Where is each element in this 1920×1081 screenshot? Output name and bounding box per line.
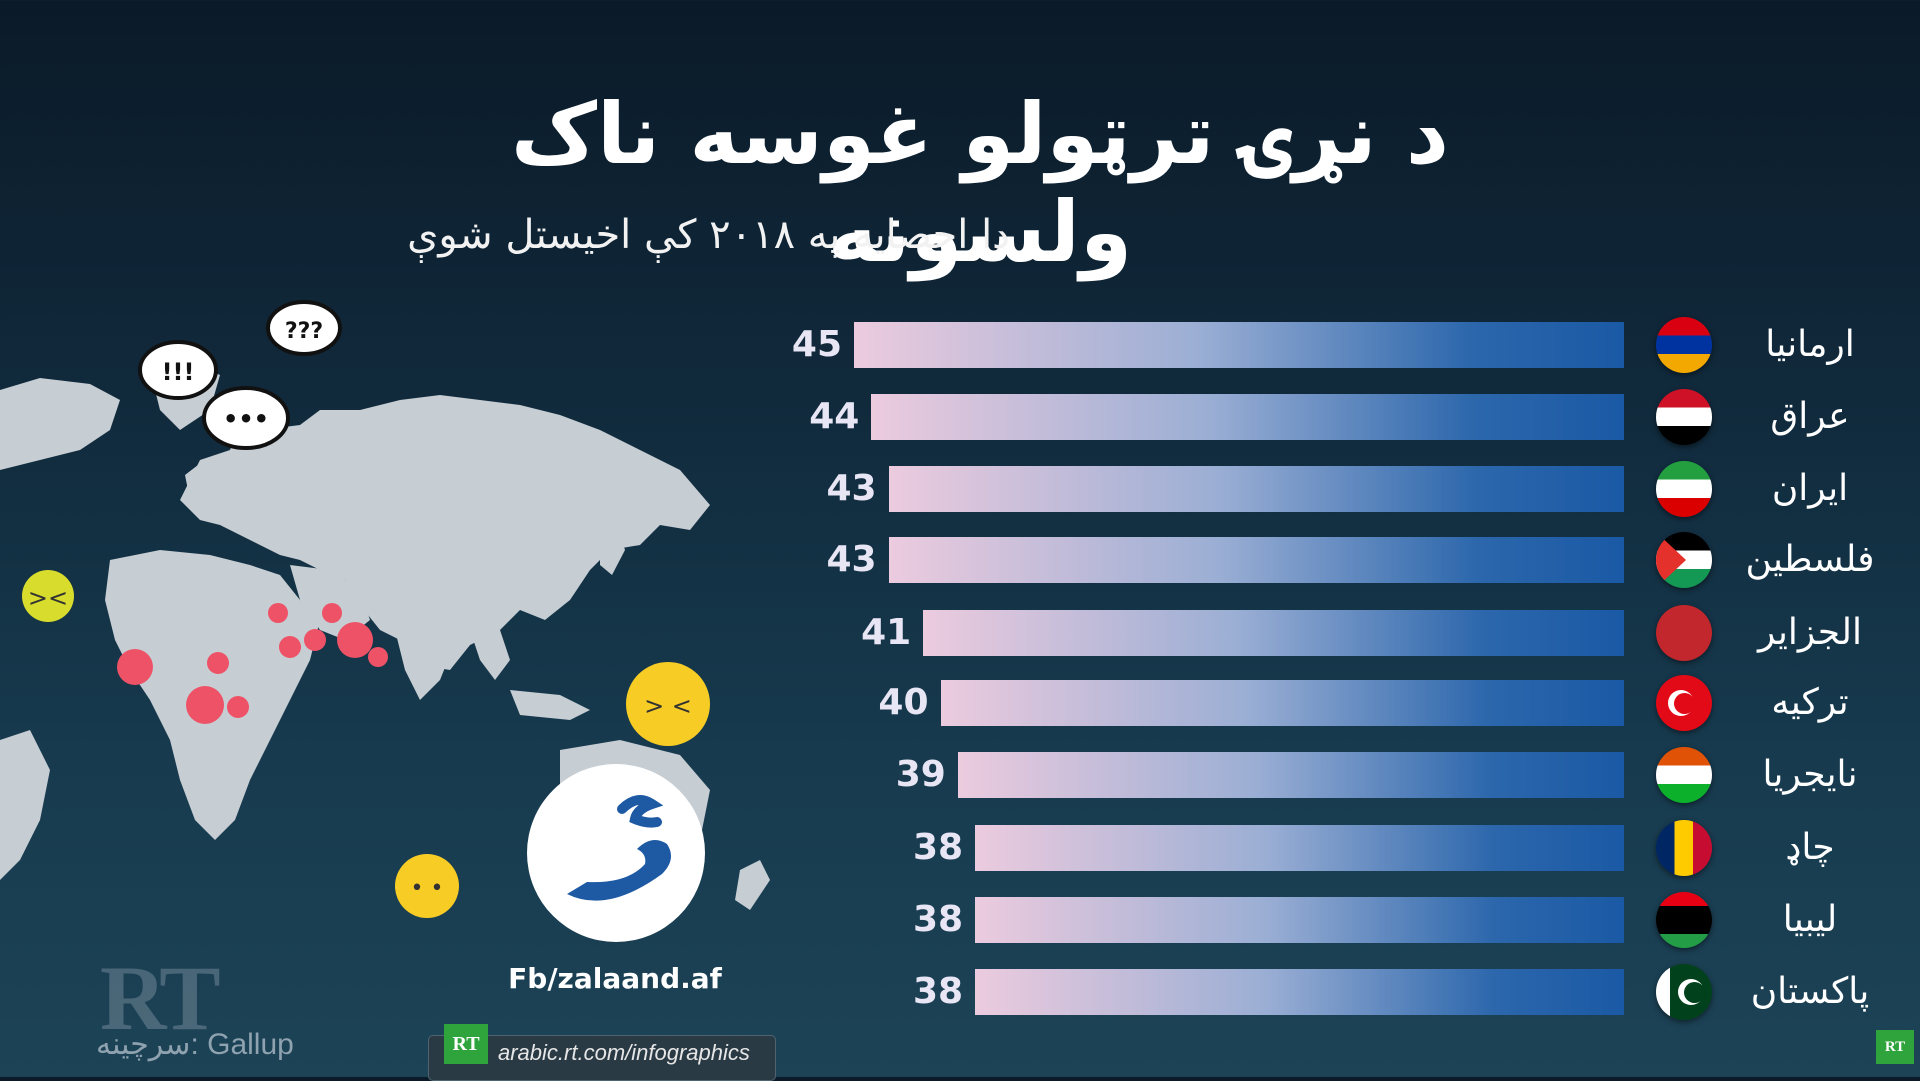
rt-badge-icon: RT xyxy=(444,1024,488,1064)
bar-value-label: 40 xyxy=(878,682,929,723)
bar-row: 39 نایجریا xyxy=(0,747,1920,803)
country-label: لیبیا xyxy=(1782,899,1838,940)
page-title: د نړۍ ترټولو غوسه ناک ولسونه xyxy=(511,85,1449,281)
bar-value-label: 43 xyxy=(826,468,877,509)
bar xyxy=(975,969,1624,1015)
country-label: ترکیه xyxy=(1771,682,1849,723)
bar xyxy=(975,897,1624,943)
country-label: الجزایر xyxy=(1758,612,1862,653)
country-label: پاکستان xyxy=(1750,971,1870,1012)
country-label: عراق xyxy=(1770,396,1850,437)
country-label: چاډ xyxy=(1785,827,1835,868)
infographics-url[interactable]: arabic.rt.com/infographics xyxy=(498,1040,750,1065)
country-label: نایجریا xyxy=(1762,754,1858,795)
flag-icon xyxy=(1656,964,1712,1020)
bar-row: 40 ترکیه xyxy=(0,675,1920,731)
bar-value-label: 45 xyxy=(791,324,842,365)
bar xyxy=(975,825,1624,871)
world-map: >< > < • • !!! ??? ••• xyxy=(0,300,770,918)
flag-icon xyxy=(1656,747,1712,803)
country-label: ایران xyxy=(1771,468,1849,509)
bar-row: 43 ایران xyxy=(0,461,1920,517)
bubble-exclaim: !!! xyxy=(162,358,195,386)
bar-row: 38 لیبیا xyxy=(0,892,1920,948)
flag-icon xyxy=(1656,675,1712,731)
facebook-handle[interactable]: Fb/zalaand.af xyxy=(508,962,722,995)
flag-icon xyxy=(1656,389,1712,445)
rt-watermark-logo: RT xyxy=(100,947,221,1049)
bar-row: 45 ارمانیا xyxy=(0,317,1920,373)
bar xyxy=(957,752,1624,798)
flag-icon xyxy=(1656,820,1712,876)
bar xyxy=(854,322,1624,368)
svg-text:> <: > < xyxy=(644,692,692,720)
svg-text:><: >< xyxy=(28,584,68,612)
bar-value-label: 38 xyxy=(912,971,964,1012)
bar-value-label: 44 xyxy=(809,396,860,437)
bar-value-label: 43 xyxy=(826,539,877,580)
bar-value-label: 41 xyxy=(861,612,912,653)
bar xyxy=(888,466,1624,512)
bar-value-label: 39 xyxy=(895,754,946,795)
bar-row: 41 الجزایر xyxy=(0,605,1920,661)
bar-row: 44 عراق xyxy=(0,389,1920,445)
source-label: سرچینه: Gallup xyxy=(96,1028,294,1061)
country-label: ارمانیا xyxy=(1765,324,1855,365)
bar-value-label: 38 xyxy=(912,899,964,940)
bubble-dots: ••• xyxy=(223,405,269,433)
page-subtitle: دا احصایه په ۲۰۱۸ کې اخیستل شوې xyxy=(407,212,1010,258)
flag-icon xyxy=(1656,892,1712,948)
bar xyxy=(888,537,1624,583)
bar xyxy=(923,610,1624,656)
bar-value-label: 38 xyxy=(912,827,964,868)
country-label: فلسطین xyxy=(1745,539,1875,580)
flag-icon xyxy=(1656,532,1712,588)
bar-row: 43 فلسطین xyxy=(0,532,1920,588)
zalaand-logo xyxy=(527,764,705,942)
bubble-question: ??? xyxy=(285,319,323,344)
svg-text:• •: • • xyxy=(411,876,444,901)
flag-icon xyxy=(1656,605,1712,661)
bar-row: 38 پاکستان xyxy=(0,964,1920,1020)
bar xyxy=(871,394,1624,440)
bar xyxy=(940,680,1624,726)
flag-icon xyxy=(1656,461,1712,517)
bar-row: 38 چاډ xyxy=(0,820,1920,876)
flag-icon xyxy=(1656,317,1712,373)
rt-corner-icon: RT xyxy=(1876,1030,1914,1064)
